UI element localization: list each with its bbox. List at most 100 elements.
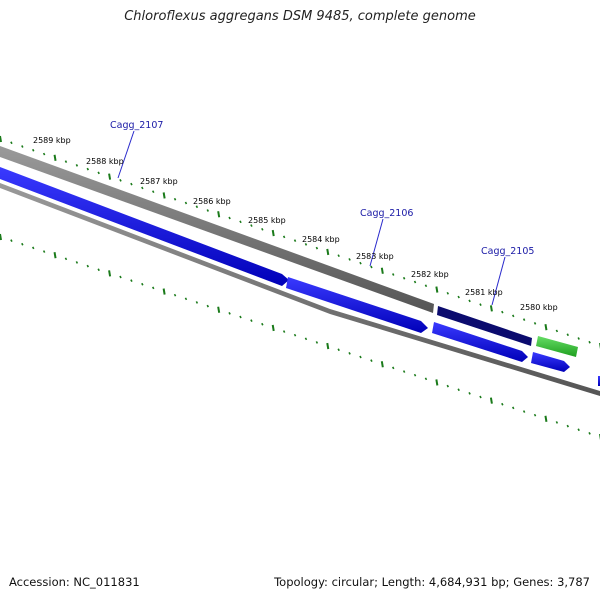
outer-scale-tick — [435, 286, 439, 293]
outer-scale-tick — [446, 291, 449, 295]
outer-scale-tick — [195, 205, 199, 209]
genome-summary-text: Topology: circular; Length: 4,684,931 bp… — [274, 575, 590, 589]
outer-scale-tick — [413, 280, 417, 284]
map-title: Chloroflexus aggregans DSM 9485, complet… — [124, 9, 476, 24]
inner-scale-tick — [522, 410, 526, 413]
outer-scale-tick — [42, 152, 46, 156]
inner-scale-tick — [501, 402, 504, 406]
gene-label-lines — [117, 130, 506, 306]
outer-scale-tick — [10, 141, 13, 145]
backbone-gray-lower — [0, 183, 600, 396]
inner-scale-tick — [42, 250, 46, 253]
outer-scale-tick — [479, 303, 482, 306]
scale-labels: 2589 kbp 2588 kbp 2587 kbp 2586 kbp 2585 kbp… — [33, 136, 558, 312]
inner-scale-tick — [162, 288, 166, 295]
outer-scale-tick — [588, 340, 591, 344]
outer-scale-tick — [544, 324, 548, 331]
outer-scale-tick — [53, 154, 57, 161]
outer-scale-tick — [293, 239, 297, 242]
inner-scale-tick — [533, 413, 537, 417]
gene-cagg-2105-dark[interactable] — [437, 306, 532, 346]
outer-scale-tick — [86, 167, 89, 171]
inner-scale-tick — [217, 306, 221, 313]
inner-scale-tick — [370, 359, 373, 362]
inner-scale-tick — [402, 370, 406, 373]
outer-scale-tick — [512, 314, 515, 318]
outer-scale-tick — [522, 318, 526, 322]
inner-scale-tick — [424, 377, 428, 381]
outer-scale-tick — [337, 254, 340, 258]
inner-scale-tick — [195, 301, 199, 304]
outer-scale-tick — [348, 258, 351, 261]
gene-label-line — [491, 256, 506, 306]
inner-scale-tick — [239, 315, 242, 319]
inner-scale-tick — [555, 421, 559, 424]
inner-scale-tick — [337, 348, 340, 352]
inner-scale-tick — [173, 293, 177, 297]
outer-scale-tick — [315, 246, 319, 250]
scale-label: 2589 kbp — [33, 136, 71, 145]
gene-label[interactable]: Cagg_2107 — [110, 120, 163, 131]
outer-scale-tick — [173, 197, 177, 201]
outer-scale-tick — [108, 173, 112, 180]
outer-scale-tick — [206, 209, 209, 212]
outer-scale-tick — [566, 333, 569, 337]
outer-scale-tick — [162, 192, 166, 199]
inner-scale-tick — [119, 275, 122, 279]
scale-label: 2581 kbp — [465, 288, 503, 297]
outer-scale-tick — [228, 216, 231, 220]
outer-scale-tick — [577, 337, 580, 340]
inner-scale-tick — [304, 337, 308, 341]
inner-scale-tick — [577, 428, 580, 432]
gene-cagg-2107[interactable] — [0, 167, 289, 286]
scale-label: 2585 kbp — [248, 216, 286, 225]
inner-scale-tick — [479, 395, 482, 399]
outer-scale-tick — [555, 329, 559, 333]
outer-scale-tick — [457, 295, 460, 299]
inner-scale-tick — [261, 322, 264, 326]
gene-cagg-2106b[interactable] — [432, 322, 528, 362]
inner-scale-tick — [75, 261, 79, 264]
outer-scale-tick — [21, 145, 24, 148]
outer-scale-tick — [217, 211, 221, 218]
gene-cagg-2106[interactable] — [286, 277, 428, 333]
scale-label: 2582 kbp — [411, 270, 449, 279]
outer-scale-tick — [489, 305, 493, 312]
inner-scale-tick — [0, 233, 2, 241]
gene-cagg-2105[interactable] — [531, 352, 570, 372]
inner-scale-tick — [435, 379, 439, 386]
gene-green[interactable] — [536, 336, 578, 357]
scale-label: 2588 kbp — [86, 157, 124, 166]
outer-scale-tick — [184, 201, 188, 205]
outer-scale-tick — [304, 243, 308, 246]
outer-scale-tick — [501, 310, 504, 314]
outer-scale-tick — [261, 227, 264, 231]
inner-scale-tick — [392, 366, 395, 370]
inner-scale-tick — [457, 388, 460, 392]
outer-scale-tick — [0, 135, 2, 143]
gene-label[interactable]: Cagg_2105 — [481, 246, 534, 257]
inner-scale-tick — [21, 242, 24, 246]
inner-scale-tick — [293, 333, 297, 337]
scale-label: 2580 kbp — [520, 303, 558, 312]
outer-scale-tick — [424, 284, 428, 288]
gene-label-line — [369, 218, 384, 267]
inner-scale-tick — [271, 324, 275, 332]
inner-scale-tick — [348, 352, 351, 355]
outer-scale-tick — [359, 261, 362, 265]
scale-label: 2584 kbp — [302, 235, 340, 244]
inner-scale-ticks — [0, 233, 600, 441]
inner-scale-tick — [32, 246, 35, 250]
outer-scale-tick — [64, 160, 68, 163]
inner-scale-tick — [86, 264, 89, 268]
inner-scale-tick — [152, 286, 155, 290]
outer-scale-tick — [130, 182, 133, 186]
inner-scale-tick — [141, 282, 144, 286]
gene-label[interactable]: Cagg_2106 — [360, 208, 413, 219]
inner-scale-tick — [326, 342, 330, 350]
outer-scale-ticks — [0, 135, 600, 350]
outer-scale-tick — [141, 186, 144, 190]
inner-scale-tick — [446, 384, 449, 388]
outer-scale-tick — [32, 148, 35, 152]
outer-scale-tick — [392, 273, 395, 276]
